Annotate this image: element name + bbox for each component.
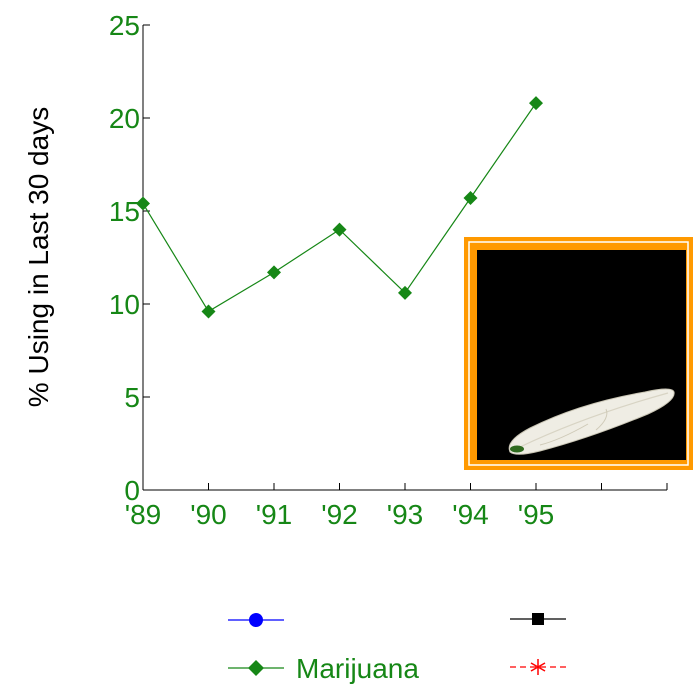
x-tick-label: '95 — [518, 499, 555, 530]
inset-photo — [464, 237, 693, 470]
legend: Marijuana — [228, 613, 566, 684]
legend-entry: Marijuana — [228, 653, 419, 684]
data-point — [464, 191, 478, 205]
y-tick-label: 5 — [124, 382, 140, 413]
y-tick-label: 25 — [109, 10, 140, 41]
legend-marker-diamond — [248, 660, 264, 676]
legend-entry — [510, 659, 566, 675]
legend-entry — [510, 613, 566, 625]
x-tick-label: '92 — [321, 499, 358, 530]
x-tick-label: '89 — [125, 499, 162, 530]
legend-marker-square — [532, 613, 544, 625]
y-tick-label: 20 — [109, 103, 140, 134]
x-tick-label: '91 — [256, 499, 293, 530]
x-tick-label: '93 — [387, 499, 424, 530]
data-point — [529, 96, 543, 110]
legend-label: Marijuana — [296, 653, 419, 684]
y-tick-label: 10 — [109, 289, 140, 320]
y-axis-title: % Using in Last 30 days — [23, 107, 54, 407]
x-tick-label: '90 — [190, 499, 227, 530]
x-tick-label: '94 — [452, 499, 489, 530]
legend-marker-circle — [249, 613, 263, 627]
y-tick-label: 15 — [109, 196, 140, 227]
legend-entry — [228, 613, 284, 627]
data-point — [267, 265, 281, 279]
data-point — [202, 304, 216, 318]
